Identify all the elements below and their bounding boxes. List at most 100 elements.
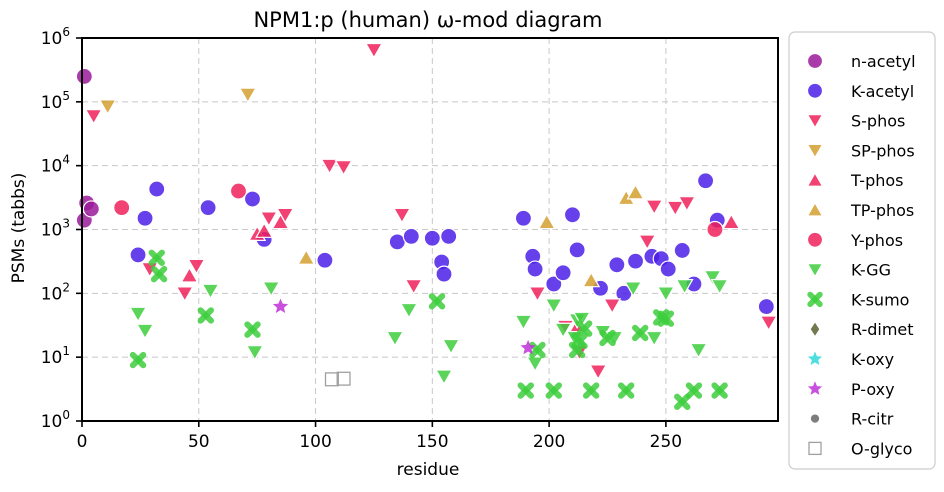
data-point-K-acetyl	[608, 256, 626, 274]
data-point-T-phos	[271, 213, 290, 230]
data-point-K-acetyl	[526, 260, 544, 278]
data-point-K-sumo	[657, 310, 675, 327]
data-point-TP-phos	[537, 213, 556, 230]
data-point-K-GG	[689, 342, 708, 359]
data-point-n-acetyl	[82, 200, 100, 218]
legend-marker-P-oxy	[807, 381, 823, 395]
data-point-S-phos	[638, 234, 657, 251]
data-point-K-GG	[554, 322, 573, 339]
legend-marker-O-glyco	[808, 441, 822, 456]
data-point-K-sumo	[632, 324, 649, 342]
x-tick-label: 250	[650, 432, 682, 452]
data-point-K-GG	[129, 306, 148, 323]
data-point-S-phos	[364, 42, 383, 59]
data-point-K-GG	[656, 286, 675, 303]
legend-marker-Y-phos	[806, 231, 824, 248]
legend-marker-K-oxy	[807, 351, 823, 366]
data-point-T-phos	[722, 213, 741, 230]
data-point-K-sumo	[582, 382, 600, 399]
grid	[81, 37, 778, 422]
data-point-K-GG	[710, 279, 729, 295]
data-point-K-acetyl	[136, 209, 154, 227]
data-point-K-GG	[434, 369, 454, 386]
data-point-SP-phos	[98, 99, 117, 116]
data-point-TP-phos	[297, 249, 316, 265]
legend-label-K-GG: K-GG	[851, 261, 891, 280]
data-point-K-GG	[645, 330, 664, 347]
data-point-K-GG	[441, 338, 461, 355]
data-point-S-phos	[320, 158, 339, 175]
legend-label-Y-phos: Y-phos	[850, 231, 903, 250]
data-point-K-acetyl	[696, 172, 715, 190]
data-point-K-GG	[262, 281, 281, 298]
data-point-P-oxy	[520, 339, 536, 355]
data-point-P-oxy	[272, 298, 289, 314]
data-point-S-phos	[589, 364, 608, 381]
legend-label-K-acetyl: K-acetyl	[851, 82, 914, 101]
legend-marker-S-phos	[806, 113, 824, 129]
data-point-S-phos	[175, 286, 194, 303]
data-point-K-sumo	[685, 382, 703, 399]
data-point-K-GG	[572, 311, 591, 328]
data-point-Y-phos	[113, 199, 131, 217]
data-point-S-phos	[528, 286, 547, 303]
data-point-K-sumo	[575, 320, 593, 337]
legend-marker-SP-phos	[806, 143, 824, 159]
data-point-O-glyco	[336, 371, 351, 386]
legend-label-O-glyco: O-glyco	[851, 439, 912, 458]
data-point-Y-phos	[229, 182, 248, 200]
data-point-K-acetyl	[199, 199, 217, 217]
data-point-K-sumo	[150, 265, 168, 283]
y-tick-label: 103	[41, 217, 70, 241]
data-point-K-GG	[703, 270, 722, 286]
y-tick-label: 105	[41, 89, 70, 113]
legend-marker-K-acetyl	[806, 82, 824, 99]
data-point-T-phos	[180, 266, 199, 283]
data-point-TP-phos	[582, 271, 601, 288]
data-point-S-phos	[677, 196, 696, 212]
legend-marker-K-GG	[806, 263, 824, 278]
data-point-K-sumo	[599, 329, 616, 347]
data-point-K-acetyl	[435, 265, 453, 283]
data-point-K-acetyl	[440, 227, 458, 245]
data-point-S-phos	[334, 160, 353, 176]
y-tick-label: 104	[41, 153, 70, 177]
data-point-K-acetyl	[514, 209, 533, 227]
data-point-K-sumo	[571, 332, 588, 350]
data-point-K-GG	[514, 314, 533, 331]
legend-label-R-citr: R-citr	[851, 410, 894, 429]
data-point-K-sumo	[674, 393, 691, 410]
data-point-S-phos	[666, 200, 685, 217]
y-axis-label: PSMs (tabbs)	[9, 173, 29, 284]
y-tick-label: 102	[41, 280, 70, 304]
y-tick-label: 101	[41, 344, 70, 368]
data-point-K-acetyl	[402, 227, 420, 245]
data-point-K-sumo	[148, 249, 165, 267]
legend-label-S-phos: S-phos	[851, 112, 905, 131]
legend-marker-K-sumo	[807, 291, 823, 308]
data-point-K-GG	[675, 279, 694, 295]
data-point-K-acetyl	[626, 252, 645, 270]
data-point-K-acetyl	[568, 241, 586, 259]
legend-label-K-oxy: K-oxy	[851, 350, 894, 369]
legend-label-TP-phos: TP-phos	[850, 201, 914, 220]
data-point-K-acetyl	[659, 260, 677, 278]
data-point-K-GG	[136, 323, 155, 340]
data-point-K-sumo	[617, 382, 635, 399]
data-point-S-phos	[187, 258, 206, 275]
x-tick-label: 0	[77, 432, 88, 452]
data-point-K-sumo	[197, 307, 214, 324]
legend-label-SP-phos: SP-phos	[851, 141, 915, 160]
data-point-K-acetyl	[673, 241, 691, 260]
data-point-K-sumo	[545, 382, 562, 399]
data-point-S-phos	[603, 298, 622, 315]
data-point-TP-phos	[626, 183, 645, 200]
y-tick-label: 106	[41, 25, 70, 49]
data-point-K-sumo	[711, 382, 728, 399]
data-point-K-sumo	[428, 293, 446, 310]
data-point-K-acetyl	[545, 275, 563, 293]
legend-label-K-sumo: K-sumo	[851, 290, 909, 309]
data-point-K-acetyl	[316, 251, 334, 269]
legend-marker-TP-phos	[806, 201, 824, 217]
